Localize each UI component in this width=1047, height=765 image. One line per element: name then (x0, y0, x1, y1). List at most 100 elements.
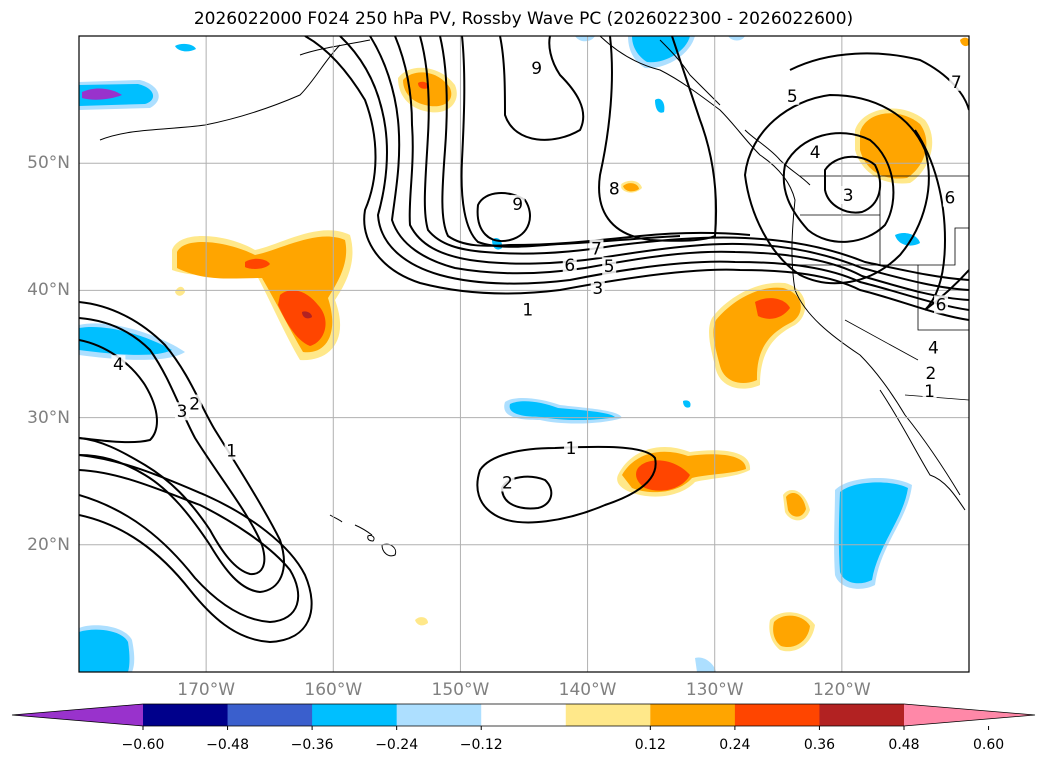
contour-label-background (111, 355, 126, 374)
contour-label-background (564, 439, 579, 458)
anomaly-positive (245, 258, 270, 269)
colorbar-segment (312, 704, 398, 726)
contour-line (743, 93, 930, 285)
contour-label: 7 (591, 239, 602, 259)
contour-line (824, 155, 882, 214)
colorbar-tick-label: −0.60 (121, 737, 165, 753)
colorbar-segment (227, 704, 313, 726)
contour-label: 9 (512, 195, 523, 215)
contour-label-background (187, 394, 202, 413)
coastlines (99, 36, 966, 557)
anomaly-negative (695, 657, 716, 672)
contour-line (304, 36, 969, 321)
contour-label: 5 (604, 257, 615, 277)
longitude-label: 140°W (558, 680, 617, 700)
contour-label-background (785, 86, 800, 105)
contour-line (419, 36, 969, 281)
anomaly-positive (960, 37, 969, 47)
coastline (659, 39, 721, 106)
latitude-label: 30°N (27, 407, 70, 428)
anomaly-positive (755, 298, 790, 319)
contour-line (476, 192, 531, 243)
longitude-label: 160°W (304, 680, 363, 700)
contour-line (369, 36, 969, 301)
coastline (329, 514, 343, 523)
contour-line (79, 339, 158, 444)
contour-label-background (520, 300, 535, 319)
anomaly-negative (838, 482, 908, 584)
anomaly-positive (415, 617, 428, 626)
anomaly-negative (728, 36, 745, 41)
contour-label: 3 (843, 186, 854, 206)
colorbar-segment (819, 704, 905, 726)
anomaly-positive (278, 290, 326, 346)
contour-line (476, 445, 657, 524)
contour-label: 4 (113, 355, 124, 375)
colorbar-segment (396, 704, 482, 726)
colorbar-tick-label: −0.24 (375, 737, 419, 753)
coastline (367, 535, 375, 542)
contour-label: 4 (928, 339, 939, 359)
colorbar-tick-label: 0.48 (888, 737, 920, 753)
longitude-label: 150°W (431, 680, 490, 700)
longitude-label: 120°W (812, 680, 871, 700)
contour-label-background (934, 295, 949, 314)
positive-pv-anomalies (172, 37, 969, 652)
contour-label: 2 (925, 364, 936, 384)
contour-line (79, 469, 300, 624)
contour-label-background (500, 473, 515, 492)
contour-label: 1 (226, 442, 237, 462)
contour-label: 2 (502, 473, 513, 493)
anomaly-positive (786, 493, 806, 517)
borders (790, 175, 969, 401)
contour-line (339, 36, 969, 311)
contour-line (789, 52, 969, 111)
contour-label: 8 (609, 180, 620, 200)
anomaly-negative (575, 36, 595, 42)
anomaly-positive (302, 311, 312, 319)
border-line (844, 319, 919, 361)
map-frame (78, 35, 970, 673)
colorbar-segment (565, 704, 651, 726)
contour-line (914, 129, 969, 311)
contour-line (79, 301, 285, 594)
contour-label: 5 (787, 87, 798, 107)
anomaly-positive (403, 72, 452, 107)
contour-label: 6 (936, 295, 947, 315)
contour-label-background (808, 142, 823, 161)
contour-line (782, 132, 895, 243)
anomaly-negative (82, 88, 122, 100)
contour-label: 1 (924, 382, 935, 402)
anomaly-negative (655, 98, 665, 113)
contour-label-background (923, 364, 938, 383)
map-title: 2026022000 F024 250 hPa PV, Rossby Wave … (193, 9, 854, 29)
coastline (879, 389, 966, 511)
contour-label: 9 (531, 59, 542, 79)
colorbar-segment (650, 704, 736, 726)
colorbar-tick-label: 0.36 (803, 737, 836, 753)
contour-label: 6 (564, 256, 575, 276)
border-line (904, 394, 969, 401)
anomaly-negative (683, 400, 691, 408)
contour-line (79, 454, 313, 644)
anomaly-positive (418, 81, 429, 89)
contour-label-background (607, 179, 622, 198)
anomaly-positive (773, 615, 810, 648)
latitude-label: 40°N (27, 280, 70, 301)
coastline (354, 524, 373, 536)
colorbar-extension-low (12, 704, 143, 726)
anomaly-negative (632, 36, 690, 63)
colorbar-segment (734, 704, 820, 726)
anomaly-positive (860, 113, 927, 179)
contour-label-background (922, 381, 937, 400)
contour-label: 3 (177, 402, 188, 422)
anomaly-positive (175, 286, 185, 296)
longitude-label: 130°W (685, 680, 744, 700)
colorbar-extension-high (904, 704, 1035, 726)
contour-label: 6 (945, 189, 956, 209)
longitude-label: 170°W (177, 680, 236, 700)
colorbar-tick-label: −0.12 (459, 737, 503, 753)
contour-label: 4 (810, 143, 821, 163)
